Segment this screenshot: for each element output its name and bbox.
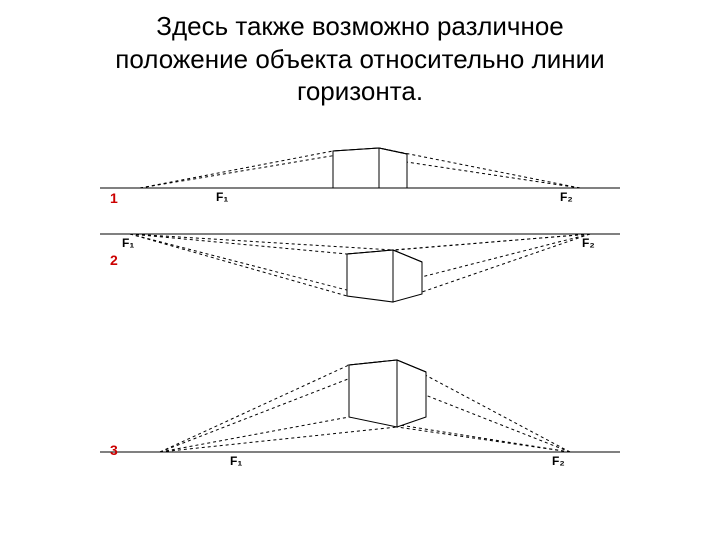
title-line-1: Здесь также возможно различное (156, 11, 564, 41)
vanishing-point-label-f1: F₁ (230, 454, 242, 468)
perspective-diagram-3 (100, 342, 620, 472)
perspective-diagram-1 (100, 130, 620, 210)
perspective-panel-2: 2 F₁ F₂ (100, 222, 620, 322)
panel-number-3: 3 (110, 442, 118, 458)
perspective-panel-1: 1 F₁ F₂ (100, 130, 620, 210)
title-line-2: положение объекта относительно линии (115, 44, 604, 74)
panel-number-1: 1 (110, 190, 118, 206)
page-title: Здесь также возможно различное положение… (0, 10, 720, 108)
vanishing-point-label-f2: F₂ (582, 236, 595, 250)
vanishing-point-label-f2: F₂ (552, 454, 565, 468)
vanishing-point-label-f1: F₁ (216, 190, 228, 204)
title-line-3: горизонта. (297, 76, 423, 106)
perspective-panel-3: 3 F₁ F₂ (100, 342, 620, 472)
panel-number-2: 2 (110, 252, 118, 268)
perspective-diagram-2 (100, 222, 620, 322)
diagram-area: 1 F₁ F₂ 2 F₁ F₂ 3 F₁ F₂ (100, 130, 620, 530)
vanishing-point-label-f1: F₁ (122, 236, 134, 250)
vanishing-point-label-f2: F₂ (560, 190, 573, 204)
